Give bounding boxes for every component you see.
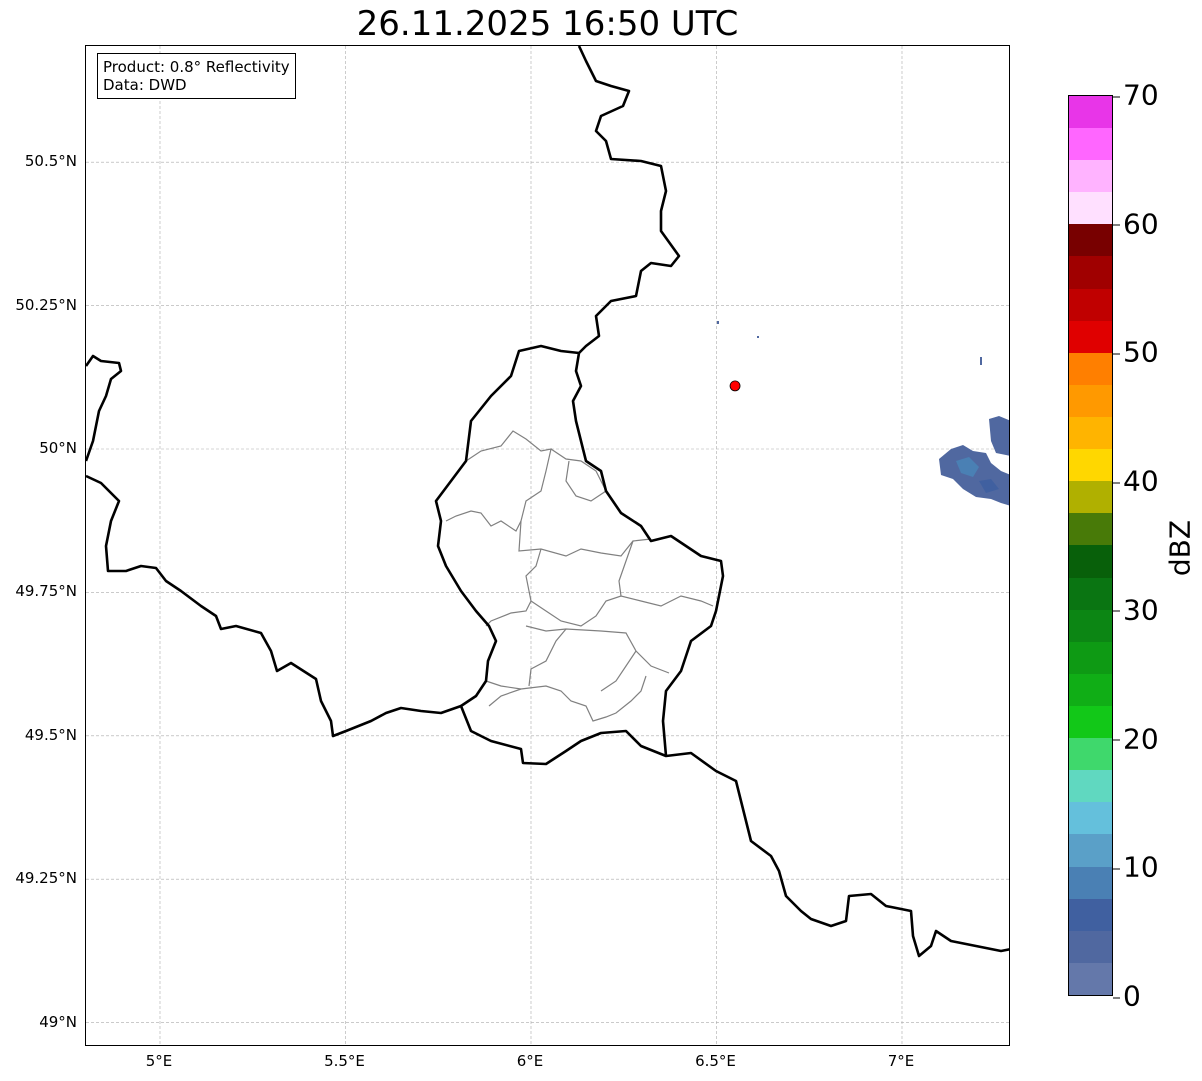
colorbar-segment (1069, 834, 1112, 867)
colorbar-segment (1069, 673, 1112, 707)
colorbar-segment (1069, 449, 1112, 482)
info-data-source: Data: DWD (103, 76, 187, 94)
colorbar-segment (1069, 192, 1112, 225)
gridlines (86, 46, 1009, 1045)
radar-site-marker (729, 380, 741, 392)
colorbar-segment (1069, 770, 1112, 803)
radar-echoes (717, 321, 1009, 506)
colorbar-segment (1069, 128, 1112, 161)
lat-tick-label: 50.5°N (24, 152, 77, 171)
lat-tick-label: 49.25°N (15, 869, 77, 888)
colorbar-segment (1069, 609, 1112, 642)
lat-tick-label: 49.5°N (24, 725, 77, 744)
colorbar-segment (1069, 706, 1112, 739)
colorbar-segment (1069, 481, 1112, 514)
lon-tick-label: 6.5°E (695, 1052, 736, 1070)
canton-borders (445, 430, 714, 722)
lon-tick-label: 7°E (887, 1052, 915, 1070)
colorbar-segment (1069, 738, 1112, 771)
colorbar-tick-label: 50 (1113, 336, 1159, 369)
lat-tick-label: 49.75°N (15, 582, 77, 601)
radar-map[interactable] (85, 45, 1010, 1046)
country-borders (86, 46, 1009, 958)
lat-tick-label: 49°N (39, 1012, 77, 1031)
colorbar-segment (1069, 930, 1112, 963)
colorbar-segment (1069, 962, 1112, 995)
colorbar-tick-label: 20 (1113, 722, 1159, 755)
colorbar-segment (1069, 802, 1112, 835)
map-canvas (86, 46, 1009, 1045)
colorbar-segment (1069, 288, 1112, 321)
colorbar-tick-label: 70 (1113, 79, 1159, 112)
colorbar-segment (1069, 320, 1112, 353)
colorbar-segment (1069, 384, 1112, 418)
colorbar-tick-label: 10 (1113, 851, 1159, 884)
colorbar-segment (1069, 641, 1112, 674)
colorbar-segment (1069, 898, 1112, 931)
colorbar (1068, 95, 1113, 996)
colorbar-segment (1069, 352, 1112, 385)
info-product: Product: 0.8° Reflectivity (103, 58, 290, 76)
colorbar-segment (1069, 256, 1112, 289)
colorbar-segment (1069, 95, 1112, 129)
colorbar-segment (1069, 224, 1112, 257)
map-title: 26.11.2025 16:50 UTC (356, 4, 739, 44)
colorbar-tick-label: 0 (1113, 980, 1141, 1013)
lat-tick-label: 50°N (39, 439, 77, 457)
colorbar-segment (1069, 866, 1112, 899)
colorbar-tick-label: 30 (1113, 593, 1159, 626)
lat-tick-label: 50.25°N (15, 295, 77, 314)
colorbar-tick-label: 40 (1113, 465, 1159, 498)
colorbar-segment (1069, 545, 1112, 578)
colorbar-label: dBZ (1163, 519, 1197, 577)
lon-tick-label: 5.5°E (324, 1052, 365, 1070)
info-box: Product: 0.8° Reflectivity Data: DWD (97, 53, 296, 99)
colorbar-tick-label: 60 (1113, 207, 1159, 240)
lon-tick-label: 5°E (145, 1052, 173, 1070)
colorbar-segment (1069, 513, 1112, 546)
lon-tick-label: 6°E (516, 1052, 544, 1070)
colorbar-segment (1069, 160, 1112, 193)
colorbar-segment (1069, 577, 1112, 610)
colorbar-segment (1069, 417, 1112, 450)
